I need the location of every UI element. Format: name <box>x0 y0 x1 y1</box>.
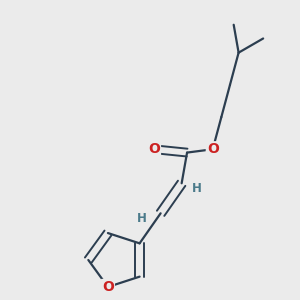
Text: H: H <box>192 182 202 195</box>
Text: O: O <box>102 280 114 294</box>
Text: O: O <box>207 142 219 156</box>
Text: O: O <box>148 142 160 156</box>
Text: H: H <box>137 212 147 225</box>
